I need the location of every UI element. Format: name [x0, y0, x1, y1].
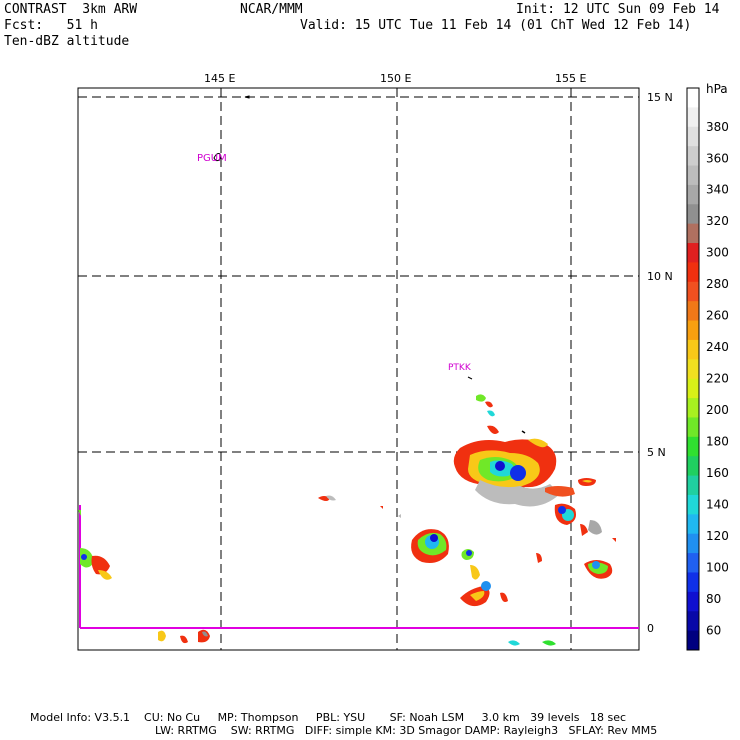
colorbar-swatch	[687, 533, 699, 554]
colorbar-frame	[686, 87, 700, 651]
colorbar-swatch	[687, 165, 699, 186]
colorbar-tick-label: 360	[706, 151, 729, 165]
colorbar-tick-label: 340	[706, 183, 729, 197]
colorbar-swatch	[687, 378, 699, 399]
colorbar-swatch	[687, 301, 699, 322]
center-name: NCAR/MMM	[240, 2, 303, 17]
colorbar-tick-label: 120	[706, 529, 729, 543]
valid-time: Valid: 15 UTC Tue 11 Feb 14 (01 ChT Wed …	[300, 18, 692, 33]
colorbar-swatch	[687, 262, 699, 283]
island-outline-2	[521, 430, 526, 434]
colorbar-tick-label: 140	[706, 498, 729, 512]
small-island-outline	[244, 95, 250, 99]
colorbar-tick-label: 240	[706, 340, 729, 354]
field-name: Ten-dBZ altitude	[4, 34, 130, 49]
station-ptkk-label: PTKK	[448, 363, 472, 373]
colorbar-tick-label: 380	[706, 120, 729, 134]
colorbar-swatch	[687, 417, 699, 438]
lat-label-10: 10 N	[647, 270, 673, 283]
colorbar-tick-label: 60	[706, 624, 721, 638]
colorbar-swatch	[687, 630, 699, 651]
colorbar-swatch	[687, 88, 699, 108]
map-frame	[77, 87, 640, 651]
colorbar-tick-label: 80	[706, 592, 721, 606]
colorbar-tick-label: 300	[706, 246, 729, 260]
colorbar-swatch	[687, 572, 699, 593]
colorbar-swatch	[687, 339, 699, 360]
colorbar-swatch	[687, 107, 699, 128]
init-time: Init: 12 UTC Sun 09 Feb 14	[516, 2, 720, 17]
colorbar-tick-label: 320	[706, 214, 729, 228]
colorbar-swatch	[687, 243, 699, 263]
colorbar-tick-label: 160	[706, 466, 729, 480]
echo-field	[78, 394, 616, 646]
lon-label-150: 150 E	[380, 72, 411, 85]
forecast-hour: Fcst: 51 h	[4, 18, 98, 33]
colorbar-tick-label: 260	[706, 309, 729, 323]
colorbar-swatch	[687, 398, 699, 418]
colorbar-swatch	[687, 204, 699, 225]
colorbar	[686, 87, 700, 651]
domain-boundary	[79, 505, 639, 629]
colorbar-swatch	[687, 320, 699, 341]
lon-label-145: 145 E	[204, 72, 235, 85]
footer-line-2: LW: RRTMG SW: RRTMG DIFF: simple KM: 3D …	[155, 724, 658, 737]
guam-island-outline	[213, 153, 222, 162]
colorbar-swatch	[687, 223, 699, 244]
chuuk-island-outline	[467, 376, 473, 380]
colorbar-swatch	[687, 591, 699, 612]
colorbar-swatch	[687, 436, 699, 457]
colorbar-swatch	[687, 475, 699, 496]
colorbar-swatch	[687, 359, 699, 380]
colorbar-tick-label: 100	[706, 561, 729, 575]
colorbar-swatch	[687, 126, 699, 147]
footer-line-1: Model Info: V3.5.1 CU: No Cu MP: Thompso…	[30, 711, 627, 724]
colorbar-tick-label: 180	[706, 435, 729, 449]
colorbar-tick-label: 200	[706, 403, 729, 417]
colorbar-swatch	[687, 494, 699, 515]
lat-label-15: 15 N	[647, 91, 673, 104]
colorbar-swatch	[687, 553, 699, 573]
colorbar-swatch	[687, 281, 699, 302]
model-name: CONTRAST 3km ARW	[4, 2, 138, 17]
colorbar-swatch	[687, 184, 699, 205]
lat-label-5: 5 N	[647, 446, 666, 459]
station-pgum-label: PGUM	[197, 153, 227, 164]
colorbar-tick-label: 280	[706, 277, 729, 291]
colorbar-swatch	[687, 456, 699, 477]
lon-label-155: 155 E	[555, 72, 586, 85]
colorbar-tick-label: 220	[706, 372, 729, 386]
lat-label-0: 0	[647, 622, 654, 635]
colorbar-swatch	[687, 514, 699, 535]
colorbar-swatch	[687, 611, 699, 632]
colorbar-swatch	[687, 146, 699, 167]
colorbar-unit: hPa	[706, 82, 728, 96]
